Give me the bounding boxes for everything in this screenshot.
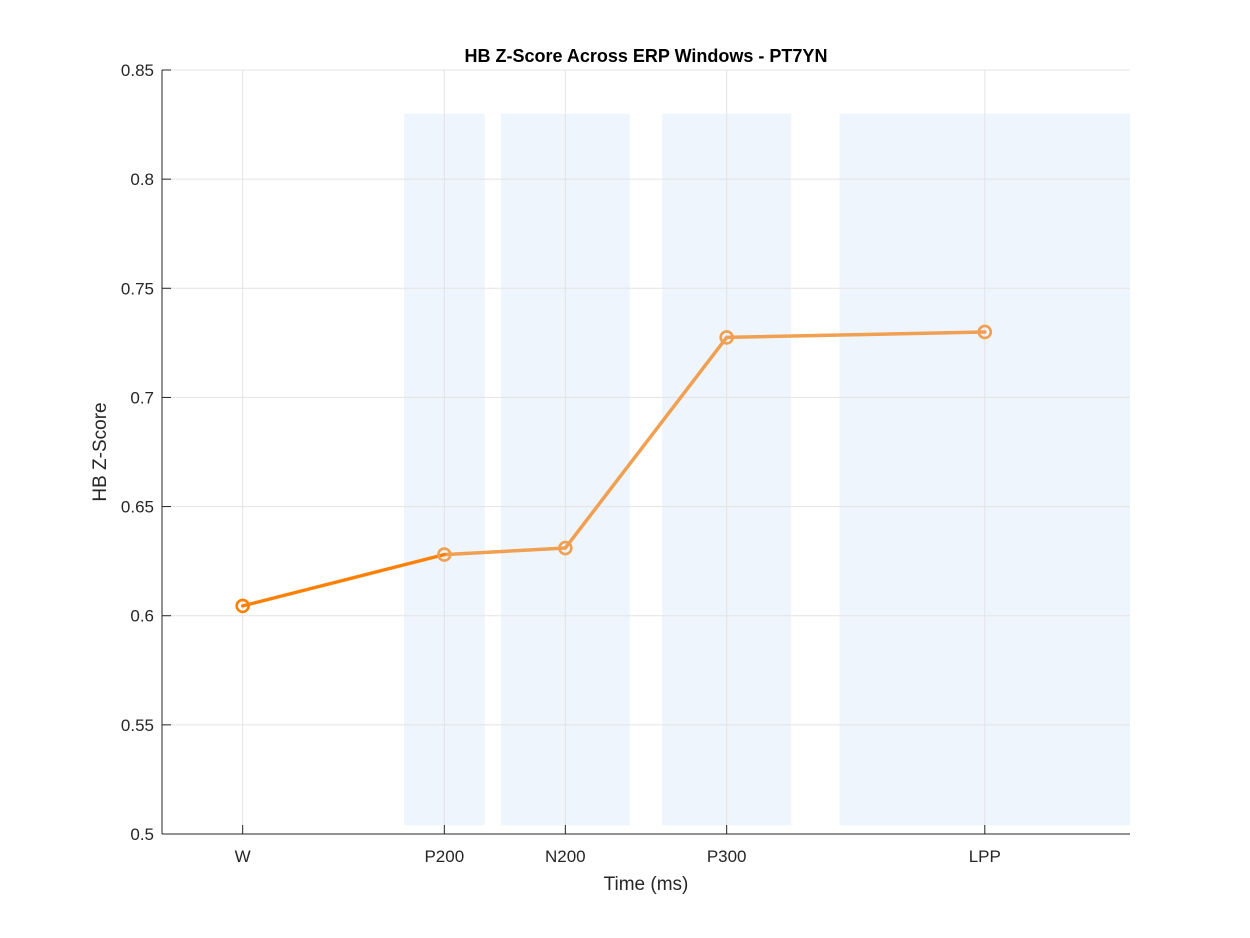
shaded-windows: [404, 113, 1130, 826]
y-tick-label: 0.65: [121, 498, 154, 517]
x-axis-label: Time (ms): [604, 874, 689, 895]
y-tick-label: 0.5: [130, 825, 154, 844]
tick-labels: 0.5 0.55 0.6 0.65 0.7 0.75 0.8 0.85 W P200 N200 P30…: [121, 61, 1001, 866]
data-point: [719, 330, 734, 345]
chart-title: HB Z-Score Across ERP Windows - PT7YN: [465, 46, 828, 66]
y-tick-label: 0.6: [130, 607, 154, 626]
axes: [161, 69, 1130, 835]
y-tick-label: 0.7: [130, 388, 154, 407]
series-segment-first: [241, 553, 446, 608]
x-tick-label: N200: [545, 847, 586, 866]
series: [235, 324, 993, 614]
y-tick-label: 0.8: [130, 170, 154, 189]
x-tick-label: P300: [707, 847, 747, 866]
data-point: [558, 540, 573, 556]
data-point: [977, 324, 993, 340]
y-tick-label: 0.55: [121, 716, 154, 735]
y-tick-label: 0.75: [121, 279, 154, 298]
y-axis-label: HB Z-Score: [90, 402, 111, 501]
data-point: [437, 547, 452, 562]
grid: [162, 69, 1130, 835]
y-tick-label: 0.85: [121, 61, 154, 80]
x-tick-label: LPP: [969, 847, 1001, 866]
x-tick-label: P200: [424, 847, 464, 866]
data-point: [235, 598, 250, 614]
x-tick-label: W: [235, 847, 251, 866]
